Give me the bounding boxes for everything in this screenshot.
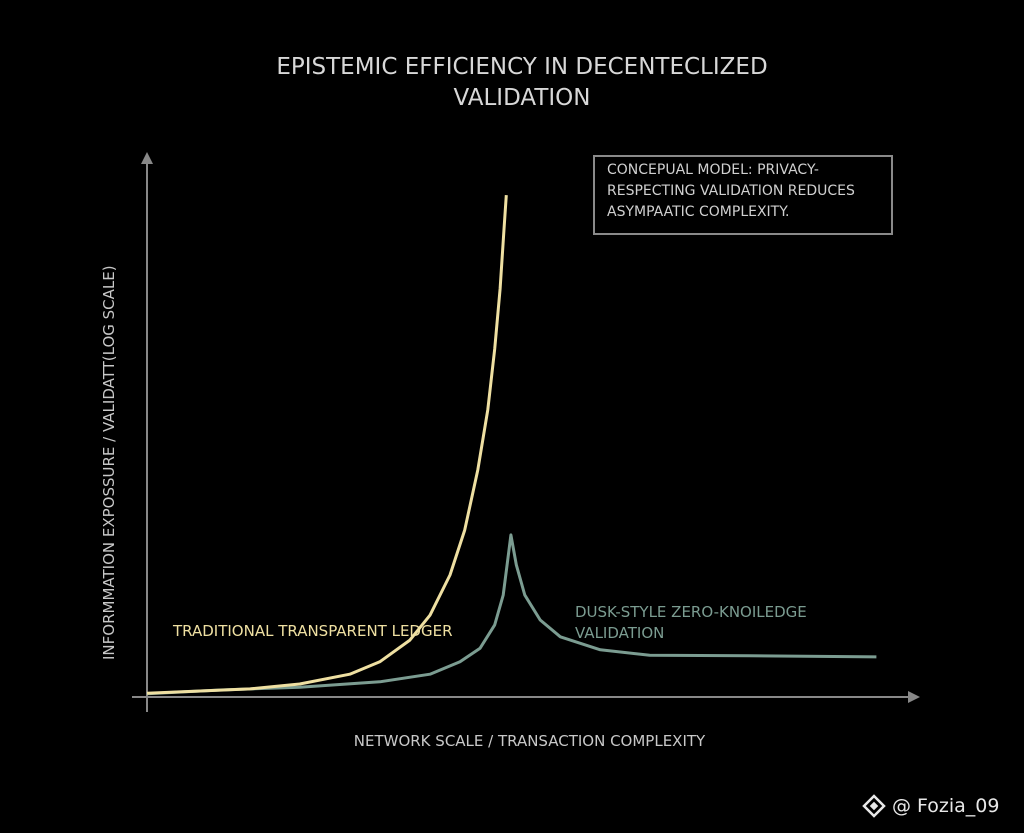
watermark: @ Fozia_09 <box>892 795 1000 817</box>
x-axis-label: NETWORK SCALE / TRANSACTION COMPLEXITY <box>353 732 706 750</box>
series-label: DUSK-STYLE ZERO-KNOILEDGE VALIDATION <box>575 603 807 642</box>
annotation: CONCEPUAL MODEL: PRIVACY-RESPECTING VALI… <box>593 155 893 235</box>
y-axis-label: INFORMMATION EXPOSSURE / VALIDATT(LOG SC… <box>100 265 118 660</box>
series-line <box>146 194 508 695</box>
chart-title: EPISTEMIC EFFICIENCY IN DECENTECLIZED VA… <box>276 54 768 111</box>
y-arrow <box>141 152 153 164</box>
series-label: TRADITIONAL TRANSPARENT LEDGER <box>173 622 453 640</box>
series-line <box>146 533 877 696</box>
logo <box>862 794 886 818</box>
x-arrow <box>908 691 920 703</box>
